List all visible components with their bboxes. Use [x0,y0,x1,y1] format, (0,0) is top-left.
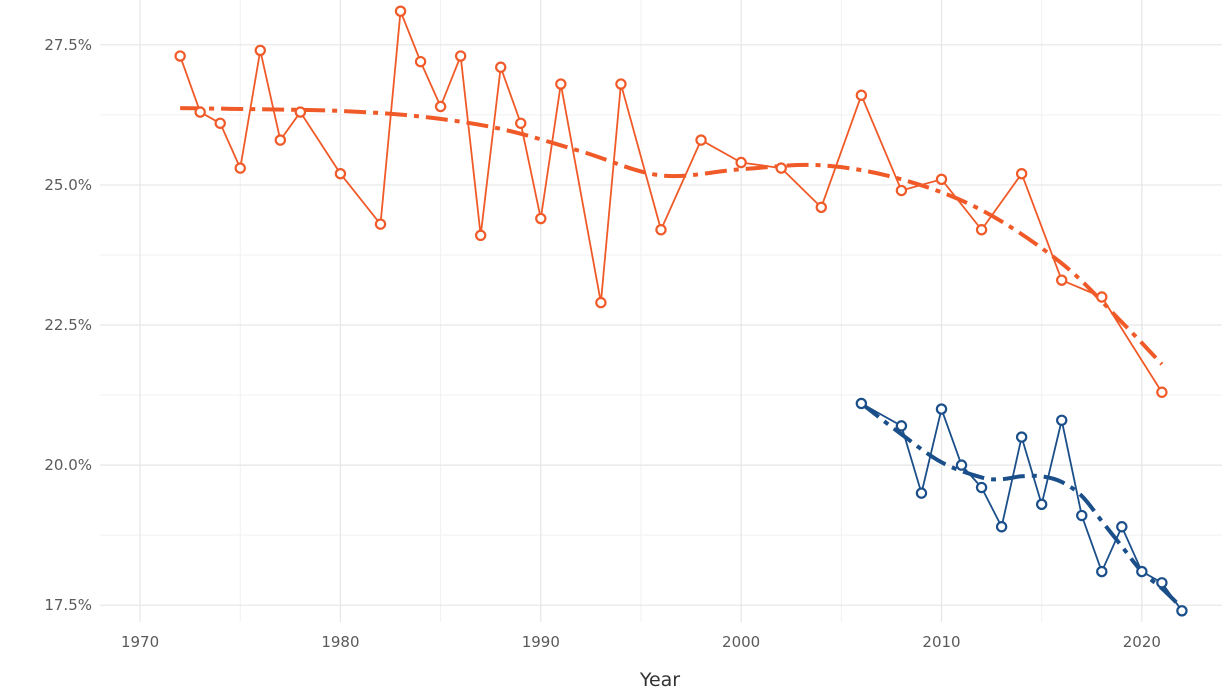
series-2 [855,397,1188,617]
data-point [1156,386,1168,398]
data-point [1096,565,1108,578]
data-point [975,224,988,236]
data-point [414,55,427,68]
data-point [1035,498,1048,511]
series-1 [174,5,1168,398]
data-point [374,218,387,230]
data-point [214,117,226,129]
data-point [695,134,707,146]
data-point [935,403,948,415]
data-point [895,184,908,197]
data-point [334,168,347,180]
data-point [895,420,908,432]
y-axis-ticks: 17.5% 20.0% 22.5% 25.0% 27.5% [44,36,92,614]
data-point [495,61,507,73]
data-point [1156,577,1168,589]
data-point [1015,168,1028,180]
data-point [194,106,206,118]
data-point [474,229,487,242]
data-point [595,296,607,309]
data-point [274,134,287,146]
x-tick-label: 2010 [922,633,960,651]
x-axis-title: Year [639,669,680,691]
y-tick-label: 17.5% [44,596,92,614]
data-point [775,162,787,174]
series-line [860,402,1183,612]
data-point [174,50,186,62]
data-point [535,212,547,225]
y-tick-label: 27.5% [44,36,92,54]
data-point [815,201,827,214]
data-point [1096,291,1108,303]
data-point [294,106,307,118]
data-point [1056,414,1068,426]
y-tick-label: 20.0% [44,456,92,474]
y-tick-label: 22.5% [44,316,92,334]
data-point [915,487,928,499]
data-point [935,173,948,186]
grid [100,0,1222,622]
data-point [735,156,747,169]
data-point [234,162,246,174]
trend-line [180,106,1164,366]
data-point [975,481,988,494]
x-tick-label: 1970 [121,633,159,651]
x-tick-label: 1990 [522,633,560,651]
data-point [555,78,567,90]
data-point [855,89,868,101]
data-point [1015,431,1028,443]
data-point [615,78,627,90]
series-layer [174,5,1188,617]
data-point [1176,605,1188,617]
data-point [394,5,407,17]
data-point [855,397,868,410]
x-tick-label: 1980 [321,633,359,651]
data-point [655,224,667,236]
data-point [1116,521,1128,533]
data-point [254,44,266,57]
series-line [179,10,1163,393]
data-point [1056,274,1068,286]
data-point [1076,509,1088,522]
data-point [955,459,968,471]
x-tick-label: 2020 [1123,633,1161,651]
data-point [515,117,527,129]
x-tick-label: 2000 [722,633,760,651]
data-point [454,50,467,62]
data-point [1136,565,1148,578]
x-axis-ticks: 1970 1980 1990 2000 2010 2020 [121,633,1161,651]
data-point [434,100,447,113]
data-point [995,521,1008,533]
y-tick-label: 25.0% [44,176,92,194]
